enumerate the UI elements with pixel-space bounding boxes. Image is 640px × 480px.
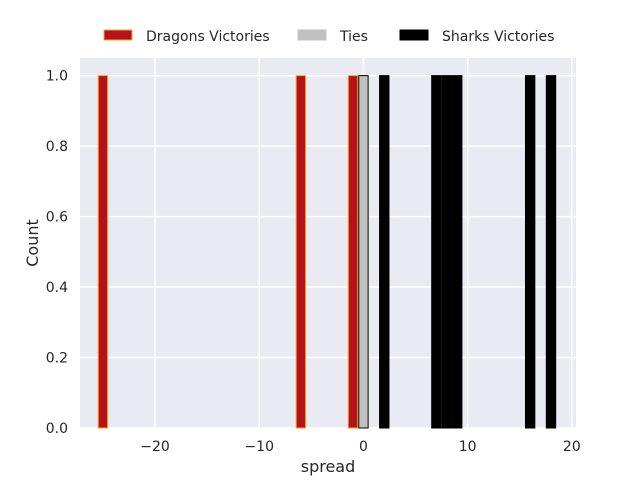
- y-tick-label: 0.4: [46, 280, 68, 296]
- bar: [295, 75, 307, 429]
- legend-swatch: [297, 29, 327, 41]
- legend-item: Sharks Victories: [399, 29, 554, 45]
- bar: [97, 75, 109, 429]
- y-tick-label: 0.2: [46, 351, 68, 367]
- bars: [97, 75, 557, 429]
- bar: [431, 75, 442, 429]
- bar: [452, 75, 463, 429]
- bar: [545, 75, 557, 429]
- legend: Dragons Victories Ties Sharks Victories: [103, 29, 554, 45]
- y-tick-label: 0.0: [46, 421, 68, 437]
- legend-label: Dragons Victories: [146, 29, 270, 45]
- plot-area: [80, 58, 576, 428]
- bar: [379, 75, 390, 429]
- legend-label: Ties: [339, 29, 368, 45]
- x-tick-label: 0: [359, 439, 368, 455]
- x-axis-label: spread: [301, 457, 356, 476]
- legend-label: Sharks Victories: [442, 29, 554, 45]
- y-tick-labels: 0.0 0.2 0.4 0.6 0.8 1.0: [46, 69, 68, 437]
- legend-swatch: [103, 29, 133, 41]
- x-tick-label: −20: [140, 439, 170, 455]
- y-axis-label: Count: [23, 219, 42, 267]
- y-tick-label: 0.6: [46, 210, 68, 226]
- x-tick-label: 10: [459, 439, 477, 455]
- y-tick-label: 1.0: [46, 69, 68, 85]
- legend-item: Dragons Victories: [103, 29, 270, 45]
- legend-swatch: [399, 29, 429, 41]
- y-tick-label: 0.8: [46, 139, 68, 155]
- legend-item: Ties: [297, 29, 368, 45]
- x-tick-labels: −20 −10 0 10 20: [140, 439, 580, 455]
- x-tick-label: −10: [244, 439, 274, 455]
- bar: [347, 75, 359, 429]
- x-tick-label: 20: [563, 439, 581, 455]
- bar: [524, 75, 536, 429]
- bar: [358, 75, 369, 429]
- bar: [441, 75, 452, 429]
